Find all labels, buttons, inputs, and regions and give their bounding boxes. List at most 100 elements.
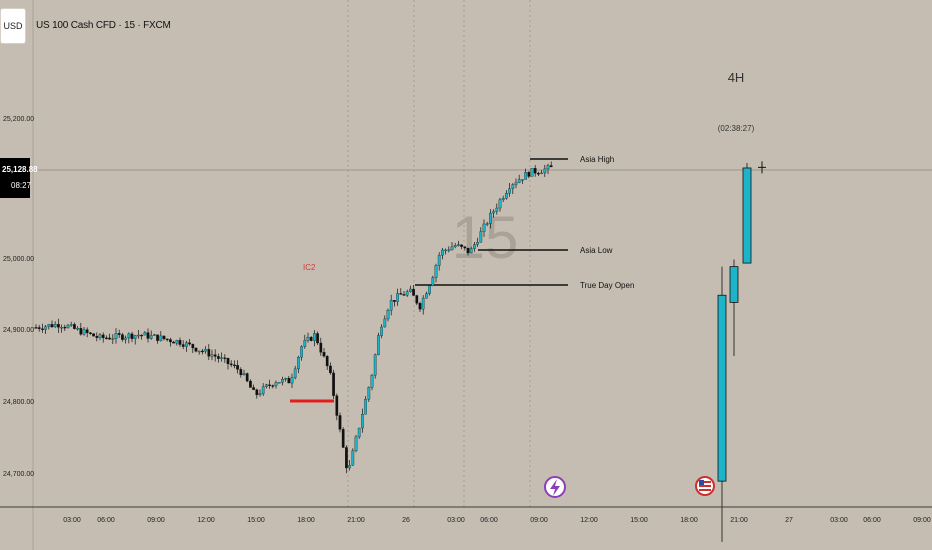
bear-candle <box>319 342 323 353</box>
price-tick: 24,900.00 <box>3 327 34 334</box>
bear-candle <box>162 335 166 340</box>
bull-candle <box>159 335 163 341</box>
time-tick: 12:00 <box>197 517 215 524</box>
bull-candle <box>383 318 387 328</box>
bear-candle <box>121 334 124 340</box>
bear-candle <box>50 324 54 328</box>
bull-candle <box>495 207 499 212</box>
bull-candle <box>242 373 246 376</box>
lightning-event-icon[interactable] <box>544 476 566 498</box>
bull-candle <box>524 172 527 180</box>
bear-candle <box>533 168 537 174</box>
bar-countdown: 08:27 <box>11 181 32 190</box>
time-tick: 06:00 <box>863 517 881 524</box>
bull-candle <box>389 300 393 311</box>
time-tick: 06:00 <box>480 517 498 524</box>
bear-candle <box>213 354 217 357</box>
bull-candle <box>351 450 355 466</box>
bull-candle <box>348 465 351 469</box>
bear-candle <box>117 333 121 335</box>
last-price-value: 25,128.88 <box>2 165 38 174</box>
bull-candle <box>521 179 524 181</box>
candle-series <box>34 161 553 474</box>
time-tick: 15:00 <box>630 517 648 524</box>
bull-candle <box>204 349 207 352</box>
bear-candle <box>239 369 243 376</box>
bear-candle <box>271 385 275 387</box>
bull-candle <box>60 326 63 329</box>
bull-candle <box>469 248 473 254</box>
htf-timer: (02:38:27) <box>718 124 755 133</box>
bull-candle <box>82 329 86 335</box>
bull-candle <box>444 249 447 252</box>
bear-candle <box>169 339 172 343</box>
bull-candle <box>511 184 515 189</box>
bull-candle <box>437 254 441 266</box>
asia-high-label: Asia High <box>580 155 614 164</box>
bull-candle <box>479 231 483 243</box>
bull-candle <box>405 291 409 296</box>
bull-candle <box>396 293 399 302</box>
time-tick: 03:00 <box>830 517 848 524</box>
bull-candle <box>453 245 457 248</box>
bear-candle <box>156 334 159 341</box>
time-tick: 09:00 <box>530 517 548 524</box>
bear-candle <box>463 246 467 249</box>
price-tick: 24,700.00 <box>3 471 34 478</box>
bear-candle <box>57 323 60 328</box>
time-tick: 21:00 <box>347 517 365 524</box>
price-axis[interactable]: 25,200.00 25,000.00 24,900.00 24,800.00 … <box>3 116 34 478</box>
currency-button[interactable]: USD <box>0 8 26 44</box>
bull-candle <box>386 310 390 320</box>
bear-candle <box>329 365 332 374</box>
bull-candle <box>498 199 502 209</box>
bear-candle <box>399 293 403 295</box>
bear-candle <box>37 327 41 329</box>
bull-candle <box>153 334 156 336</box>
bull-candle <box>133 335 137 339</box>
bull-candle <box>505 192 508 199</box>
bull-candle <box>300 346 303 358</box>
time-tick: 09:00 <box>147 517 165 524</box>
bull-candle <box>501 198 505 201</box>
bear-candle <box>105 337 108 340</box>
last-price-tag <box>0 158 30 198</box>
bear-candle <box>316 333 319 344</box>
bear-candle <box>201 350 204 353</box>
bear-candle <box>537 173 540 175</box>
us-flag-event-icon[interactable] <box>695 476 715 496</box>
bull-candle <box>293 368 297 378</box>
bull-candle <box>530 168 534 177</box>
bear-candle <box>309 337 313 341</box>
bear-candle <box>172 341 175 344</box>
bear-candle <box>412 288 415 296</box>
bull-candle <box>69 324 73 326</box>
bear-candle <box>191 343 195 349</box>
bull-candle <box>482 223 486 232</box>
bull-candle <box>290 377 294 384</box>
bull-candle <box>431 277 435 286</box>
bear-candle <box>79 328 83 335</box>
bear-candle <box>95 336 99 338</box>
bear-candle <box>146 332 150 339</box>
bull-candle <box>274 382 278 386</box>
bear-candle <box>245 373 249 382</box>
bull-candle <box>434 265 438 278</box>
bear-candle <box>466 247 470 254</box>
bear-candle <box>165 338 169 341</box>
bull-candle <box>377 335 380 355</box>
bull-candle <box>98 334 102 338</box>
bull-candle <box>517 179 521 183</box>
bear-candle <box>549 165 553 168</box>
bull-candle <box>114 333 118 339</box>
bear-candle <box>108 337 111 340</box>
bear-candle <box>140 334 143 337</box>
bear-candle <box>92 333 95 337</box>
symbol-title: US 100 Cash CFD · 15 · FXCM <box>36 20 171 31</box>
bull-candle <box>210 354 214 357</box>
bull-candle <box>111 338 115 340</box>
bear-candle <box>415 295 419 304</box>
time-axis[interactable]: 03:00 06:00 09:00 12:00 15:00 18:00 21:00 26 03:… <box>63 517 931 524</box>
